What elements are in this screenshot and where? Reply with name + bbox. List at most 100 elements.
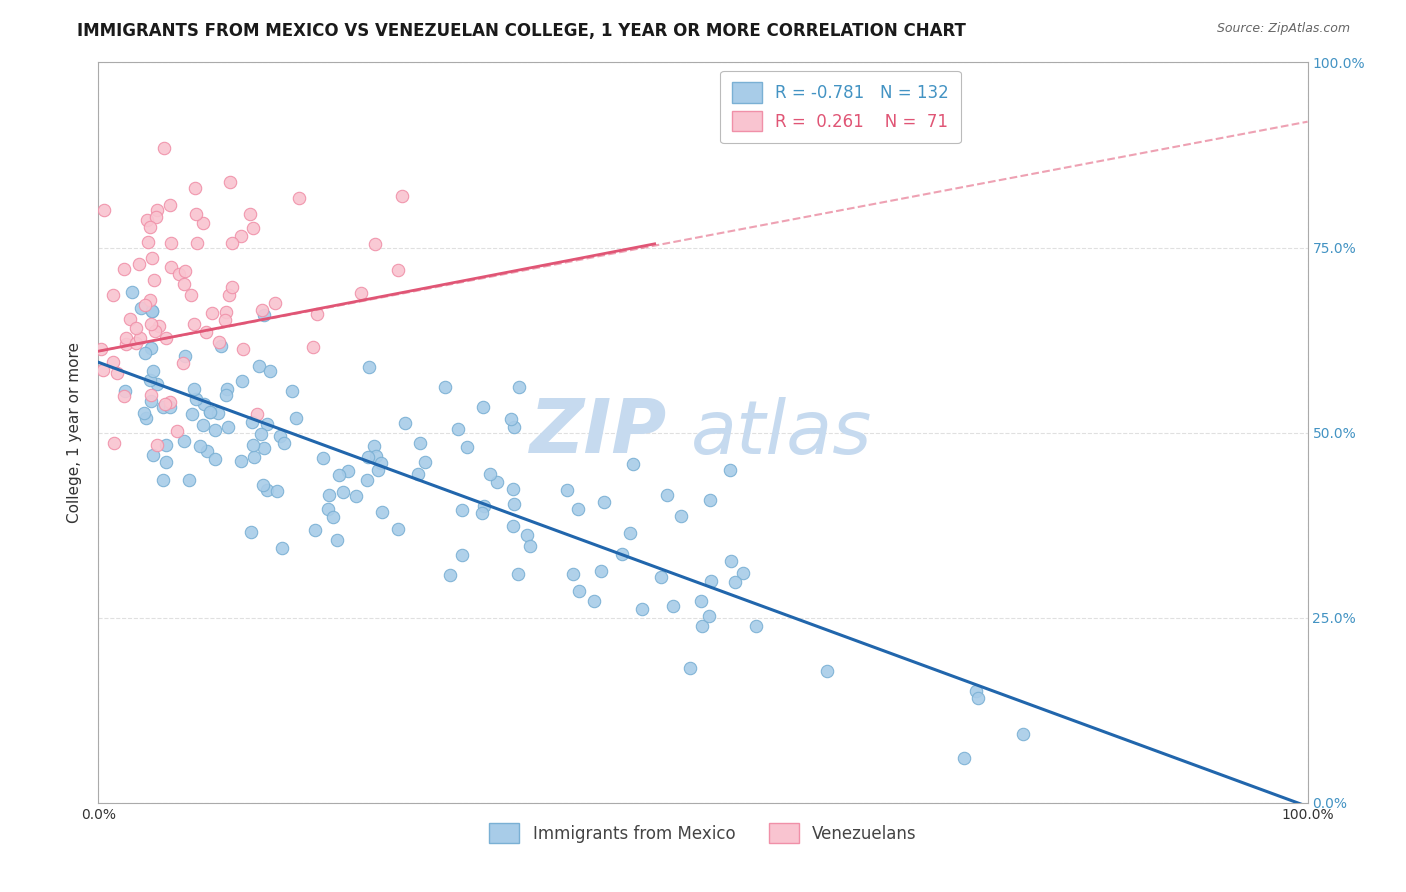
Point [155,331,177,345]
Point [456,440,478,454]
Point [451,503,474,517]
Point [485,475,508,489]
Point [406,467,429,482]
Point [242,450,264,465]
Point [583,594,606,608]
Point [285,411,308,425]
Point [349,285,371,300]
Point [359,359,381,374]
Point [367,463,389,477]
Point [218,288,240,302]
Point [114,384,136,398]
Point [239,207,262,221]
Point [184,207,207,221]
Point [247,359,270,374]
Point [690,619,713,633]
Point [183,180,205,194]
Point [478,467,501,481]
Point [612,547,634,561]
Point [193,397,215,411]
Y-axis label: College, 1 year or more: College, 1 year or more [67,343,83,523]
Point [567,502,589,516]
Point [231,374,253,388]
Point [174,263,197,277]
Point [253,441,276,455]
Point [143,324,166,338]
Point [155,455,177,469]
Point [139,388,162,402]
Point [142,448,165,462]
Point [209,339,232,353]
Point [391,189,413,203]
Point [112,389,135,403]
Text: Source: ZipAtlas.com: Source: ZipAtlas.com [1216,22,1350,36]
Point [502,482,524,496]
Point [439,568,461,582]
Point [135,411,157,425]
Point [134,345,156,359]
Point [93,203,115,218]
Point [503,497,526,511]
Point [217,419,239,434]
Point [135,212,157,227]
Point [724,574,747,589]
Point [141,304,163,318]
Point [499,411,522,425]
Point [555,483,578,497]
Point [451,548,474,562]
Point [153,396,176,410]
Point [593,495,616,509]
Point [221,236,243,251]
Point [198,405,221,419]
Point [101,287,124,301]
Point [139,220,162,235]
Point [965,683,987,698]
Point [105,367,128,381]
Point [689,594,711,608]
Point [621,457,644,471]
Point [311,451,333,466]
Point [180,288,202,302]
Point [363,439,385,453]
Point [198,405,221,419]
Point [214,313,236,327]
Point [146,377,169,392]
Point [699,574,721,588]
Point [186,392,208,406]
Point [129,331,152,345]
Point [141,251,163,265]
Point [371,505,394,519]
Point [472,499,495,513]
Point [318,488,340,502]
Point [471,400,494,414]
Point [346,489,368,503]
Point [516,528,538,542]
Point [229,454,252,468]
Point [239,525,262,540]
Point [304,523,326,537]
Point [173,277,195,292]
Legend: Immigrants from Mexico, Venezuelans: Immigrants from Mexico, Venezuelans [482,816,924,850]
Point [434,380,457,394]
Point [408,436,430,450]
Point [201,306,224,320]
Point [589,564,612,578]
Text: ZIP: ZIP [530,396,666,469]
Point [215,305,238,319]
Point [118,312,141,326]
Point [148,319,170,334]
Point [218,175,240,189]
Point [180,408,202,422]
Point [387,263,409,277]
Point [136,235,159,249]
Point [562,567,585,582]
Point [357,450,380,465]
Point [159,395,181,409]
Point [256,483,278,498]
Point [967,690,990,705]
Point [153,141,176,155]
Point [128,256,150,270]
Point [264,296,287,310]
Point [208,335,231,350]
Point [508,567,530,582]
